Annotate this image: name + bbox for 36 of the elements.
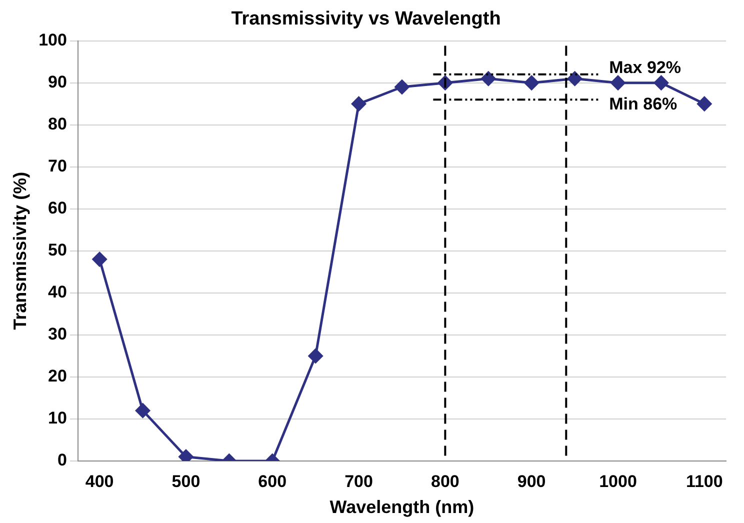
- x-tick-label: 500: [172, 472, 200, 491]
- x-tick-label: 400: [85, 472, 114, 491]
- x-axis-title: Wavelength (nm): [330, 497, 474, 518]
- point: [697, 96, 712, 112]
- point: [136, 403, 150, 418]
- y-tick-label: 10: [48, 408, 67, 428]
- x-tick-label: 800: [430, 472, 460, 491]
- ref-line-label: Max 92%: [609, 58, 681, 78]
- point: [654, 76, 668, 90]
- x-tick-label: 700: [344, 472, 373, 491]
- y-tick-label: 80: [48, 114, 67, 134]
- y-tick-label: 20: [48, 366, 67, 386]
- chart-title: Transmissivity vs Wavelength: [231, 8, 501, 30]
- y-tick-label: 30: [48, 324, 67, 344]
- x-tick-label: 1100: [686, 472, 723, 491]
- y-tick-label: 100: [38, 30, 67, 50]
- point: [92, 252, 107, 267]
- y-tick-label: 60: [48, 198, 67, 218]
- y-tick-label: 0: [57, 450, 67, 470]
- point: [524, 76, 539, 90]
- y-tick-label: 50: [48, 240, 67, 260]
- point: [394, 80, 410, 94]
- point: [610, 76, 626, 90]
- point: [352, 96, 366, 112]
- x-tick-label: 600: [258, 472, 287, 491]
- y-tick-label: 70: [48, 156, 67, 176]
- point: [481, 71, 496, 86]
- point: [178, 450, 194, 461]
- y-tick-label: 90: [48, 72, 67, 92]
- point: [308, 348, 323, 364]
- x-tick-label: 900: [517, 472, 546, 491]
- x-tick-label: 1000: [599, 472, 637, 491]
- y-axis-title: Transmissivity (%): [10, 172, 30, 330]
- y-tick-label: 40: [48, 282, 67, 302]
- ref-line-label: Min 86%: [609, 94, 678, 114]
- point: [568, 71, 582, 86]
